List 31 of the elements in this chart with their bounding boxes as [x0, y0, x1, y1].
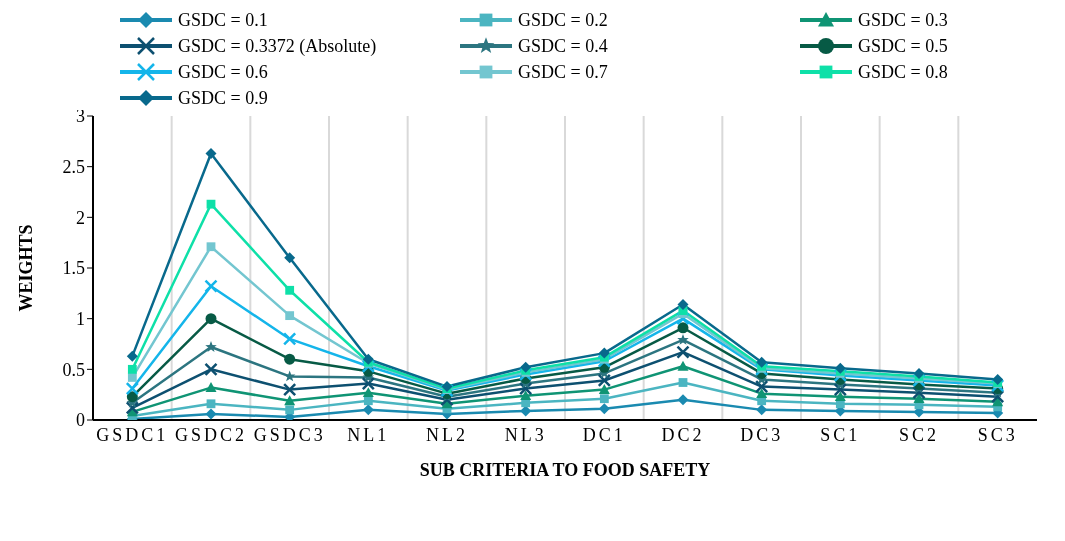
legend-label: GSDC = 0.8	[858, 61, 948, 83]
y-tick-label: 1	[76, 309, 85, 330]
x-axis-title: SUB CRITERIA TO FOOD SAFETY	[419, 460, 711, 480]
x-tick-label: GSDC1	[96, 424, 169, 445]
legend-label: GSDC = 0.1	[178, 9, 268, 31]
legend-label: GSDC = 0.5	[858, 35, 948, 57]
x-tick-label: GSDC3	[253, 424, 326, 445]
y-tick-label: 0	[76, 410, 85, 431]
x-tick-label: NL2	[426, 424, 468, 445]
x-tick-label: SC2	[898, 424, 940, 445]
y-tick-label: 0.5	[62, 359, 85, 380]
x-tick-label: NL3	[504, 424, 547, 445]
x-tick-label: DC1	[582, 424, 626, 445]
legend-label: GSDC = 0.4	[518, 35, 608, 57]
x-tick-label: NL1	[347, 424, 390, 445]
x-tick-label: SC3	[977, 424, 1018, 445]
legend-label: GSDC = 0.7	[518, 61, 608, 83]
x-tick-label: GSDC2	[174, 424, 248, 445]
legend-label: GSDC = 0.9	[178, 87, 268, 109]
y-axis-title: WEIGHTS	[16, 224, 37, 312]
x-tick-label: DC2	[661, 424, 705, 445]
legend-label: GSDC = 0.2	[518, 9, 608, 31]
y-tick-label: 2.5	[62, 157, 85, 178]
legend-label: GSDC = 0.3	[858, 9, 948, 31]
x-tick-label: DC3	[740, 424, 784, 445]
x-tick-label: SC1	[820, 424, 861, 445]
y-tick-label: 1.5	[62, 258, 85, 279]
legend-label: GSDC = 0.6	[178, 61, 268, 83]
y-tick-label: 2	[76, 207, 85, 228]
y-tick-label: 3	[76, 106, 85, 127]
legend-label: GSDC = 0.3372 (Absolute)	[178, 35, 377, 57]
